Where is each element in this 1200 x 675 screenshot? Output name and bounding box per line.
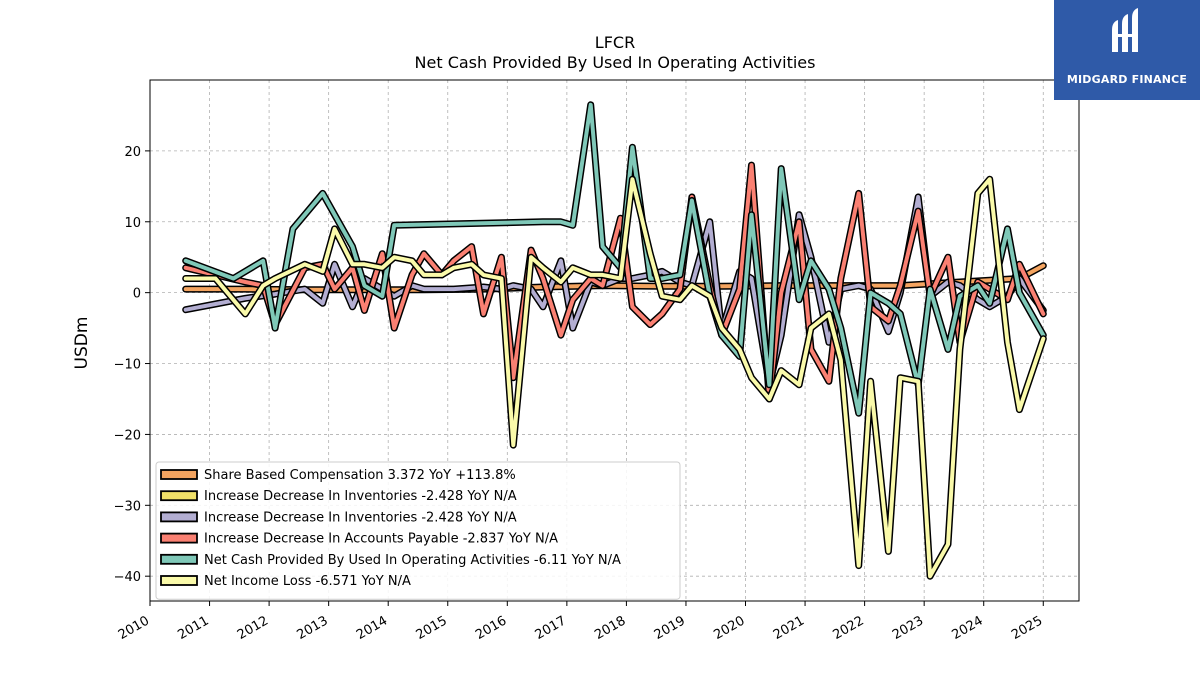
x-tick-label: 2018 (592, 613, 628, 643)
legend: Share Based Compensation 3.372 YoY +113.… (155, 461, 681, 600)
legend-swatch (160, 532, 198, 544)
legend-swatch (160, 469, 198, 480)
series-line (183, 163, 1046, 401)
logo-mark-icon (1112, 8, 1138, 52)
legend-label: Increase Decrease In Accounts Payable -2… (204, 532, 558, 547)
legend-label: Increase Decrease In Inventories -2.428 … (204, 510, 517, 525)
legend-swatch (160, 575, 198, 586)
x-tick-label: 2016 (473, 613, 509, 643)
legend-label: Increase Decrease In Inventories -2.428 … (204, 489, 517, 504)
y-tick-label: −10 (114, 358, 141, 373)
x-tick-label: 2010 (116, 613, 152, 643)
series-layer (182, 101, 1047, 580)
x-tick-label: 2017 (533, 613, 569, 643)
y-axis-label: USDm (72, 317, 92, 370)
series-line (183, 177, 1046, 579)
y-tick-label: 20 (124, 145, 141, 160)
logo-text: MIDGARD FINANCE (1066, 73, 1188, 86)
x-tick-label: 2019 (652, 613, 688, 643)
x-tick-label: 2013 (294, 613, 330, 643)
legend-box (155, 461, 681, 600)
legend-label: Net Cash Provided By Used In Operating A… (204, 553, 621, 568)
legend-swatch (160, 511, 198, 523)
x-tick-label: 2020 (711, 613, 747, 643)
x-tick-label: 2014 (354, 613, 390, 643)
y-tick-label: 10 (124, 216, 141, 231)
x-tick-label: 2012 (235, 613, 271, 643)
y-tick-label: −30 (114, 499, 141, 514)
y-tick-label: −20 (114, 428, 141, 443)
x-tick-label: 2021 (771, 613, 807, 643)
x-tick-label: 2024 (950, 613, 986, 643)
y-tick-label: 0 (133, 287, 141, 302)
chart-title: LFCR (595, 33, 635, 52)
legend-label: Net Income Loss -6.571 YoY N/A (204, 574, 411, 589)
legend-label: Share Based Compensation 3.372 YoY +113.… (204, 468, 516, 483)
x-tick-label: 2015 (414, 613, 450, 643)
x-tick-label: 2011 (175, 613, 211, 643)
chart-subtitle: Net Cash Provided By Used In Operating A… (415, 53, 816, 72)
x-tick-label: 2025 (1009, 613, 1045, 643)
legend-swatch (160, 553, 198, 565)
x-tick-label: 2022 (830, 613, 866, 643)
y-tick-label: −40 (114, 570, 141, 585)
midgard-finance-logo: MIDGARD FINANCE (1054, 0, 1200, 100)
plot-frame (149, 79, 1080, 602)
legend-swatch (160, 490, 198, 502)
x-tick-label: 2023 (890, 613, 926, 643)
